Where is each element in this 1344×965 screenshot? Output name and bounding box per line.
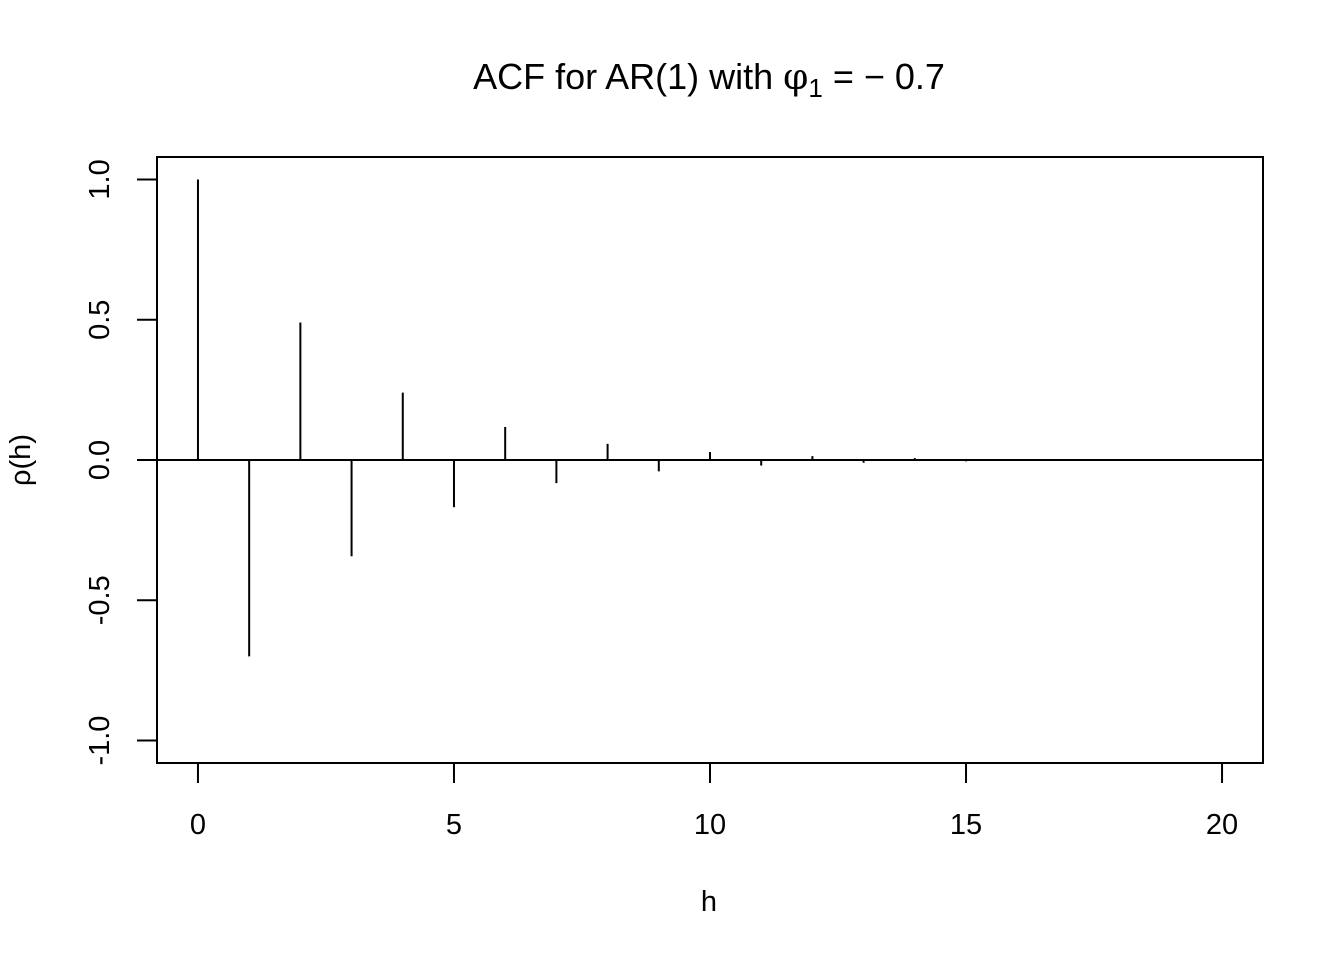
y-tick-label: 0.5 <box>84 300 116 340</box>
x-axis: 0 5 10 15 20 <box>190 762 1238 841</box>
chart-title-suffix: = − 0.7 <box>823 56 945 97</box>
x-tick-label: 15 <box>950 809 982 841</box>
x-tick-label: 5 <box>446 809 462 841</box>
chart-title: ACF for AR(1) with φ1 = − 0.7 <box>473 56 945 103</box>
chart-title-subscript: 1 <box>808 73 822 103</box>
x-tick-label: 10 <box>694 809 726 841</box>
x-tick-label: 0 <box>190 809 206 841</box>
x-axis-label: h <box>701 886 717 918</box>
chart-title-prefix: ACF for AR(1) with <box>473 56 783 97</box>
y-axis: -1.0 -0.5 0.0 0.5 1.0 <box>84 159 158 766</box>
y-tick-label: 1.0 <box>84 159 116 199</box>
chart-title-symbol: φ <box>783 57 808 98</box>
x-tick-label: 20 <box>1206 809 1238 841</box>
y-tick-label: 0.0 <box>84 440 116 480</box>
acf-marks <box>157 179 1263 657</box>
y-tick-label: -1.0 <box>84 716 116 766</box>
y-axis-label: ρ(h) <box>5 434 37 486</box>
y-tick-label: -0.5 <box>84 575 116 625</box>
